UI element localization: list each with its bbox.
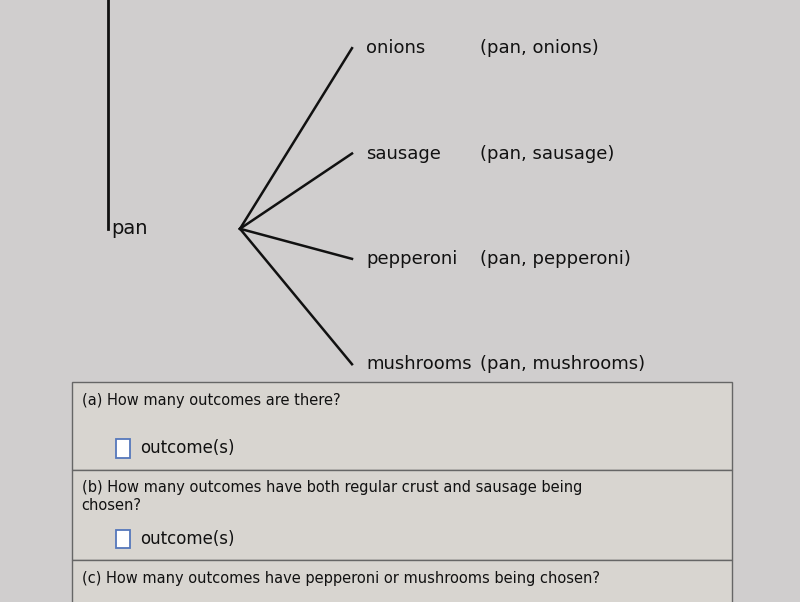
Text: onions: onions bbox=[366, 39, 426, 57]
Text: outcome(s): outcome(s) bbox=[140, 530, 234, 548]
Text: outcome(s): outcome(s) bbox=[140, 439, 234, 458]
Text: sausage: sausage bbox=[366, 144, 442, 163]
Text: (pan, pepperoni): (pan, pepperoni) bbox=[480, 250, 631, 268]
Text: (c) How many outcomes have pepperoni or mushrooms being chosen?: (c) How many outcomes have pepperoni or … bbox=[82, 571, 600, 586]
FancyBboxPatch shape bbox=[72, 470, 732, 560]
Text: pan: pan bbox=[111, 219, 148, 238]
FancyBboxPatch shape bbox=[72, 382, 732, 470]
Text: (pan, onions): (pan, onions) bbox=[480, 39, 598, 57]
FancyBboxPatch shape bbox=[116, 530, 130, 548]
Text: (pan, mushrooms): (pan, mushrooms) bbox=[480, 355, 645, 373]
Text: (pan, sausage): (pan, sausage) bbox=[480, 144, 614, 163]
FancyBboxPatch shape bbox=[116, 439, 130, 458]
Text: (a) How many outcomes are there?: (a) How many outcomes are there? bbox=[82, 393, 340, 408]
FancyBboxPatch shape bbox=[72, 560, 732, 602]
Text: mushrooms: mushrooms bbox=[366, 355, 472, 373]
Text: pepperoni: pepperoni bbox=[366, 250, 458, 268]
Text: (b) How many outcomes have both regular crust and sausage being
chosen?: (b) How many outcomes have both regular … bbox=[82, 480, 582, 513]
